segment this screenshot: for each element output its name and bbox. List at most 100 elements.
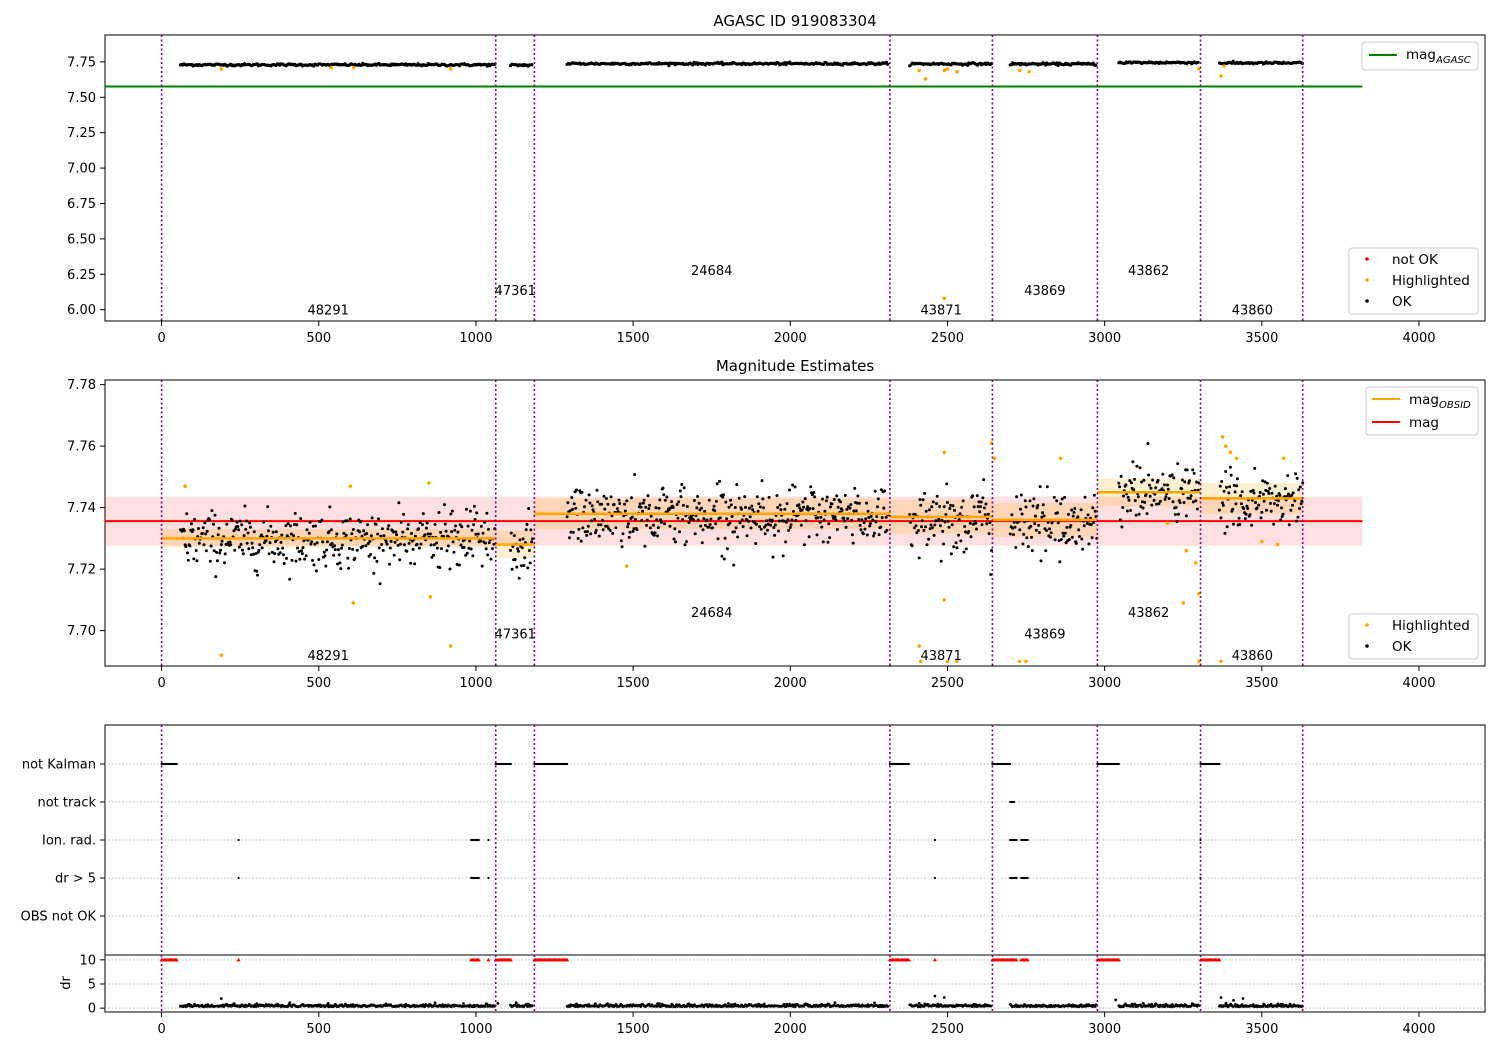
ok-point — [833, 515, 837, 519]
ok-point — [853, 486, 857, 490]
ok-point — [783, 507, 787, 511]
legend-lower[interactable]: not OK Highlighted OK — [1348, 247, 1479, 315]
ok-point — [1125, 509, 1129, 513]
ok-point — [1293, 499, 1297, 503]
magnitude-estimates-panel: Magnitude Estimates 0 500 1000 1500 2000 2500… — [67, 357, 1486, 691]
legend-upper[interactable]: magOBSID mag — [1365, 386, 1479, 436]
legend-upper[interactable]: magAGASC — [1361, 41, 1479, 71]
ok-point — [675, 503, 679, 506]
ok-point — [281, 553, 285, 557]
ok-point — [310, 540, 314, 544]
ok-point — [388, 546, 392, 550]
dr-point — [1150, 1002, 1154, 1006]
ok-point — [1053, 538, 1057, 542]
ok-point — [484, 547, 488, 551]
ok-point — [1268, 486, 1272, 490]
ok-point — [580, 490, 584, 494]
ok-point — [303, 557, 307, 561]
ok-point — [193, 517, 197, 521]
ok-point — [512, 534, 516, 538]
ok-point — [240, 523, 244, 527]
ok-point — [845, 507, 849, 511]
ok-point — [1260, 510, 1264, 514]
ok-point — [384, 540, 388, 544]
dr-point — [1232, 999, 1235, 1002]
ok-point — [313, 542, 317, 546]
x-tick-label: 500 — [306, 676, 331, 691]
ok-point — [568, 536, 571, 540]
ok-point — [709, 517, 713, 521]
ok-point — [581, 526, 585, 530]
ok-point — [877, 533, 881, 537]
dr-point — [483, 1005, 487, 1008]
ok-point — [513, 558, 517, 561]
ok-point — [474, 532, 478, 536]
ok-point — [219, 548, 222, 552]
ok-point — [1135, 464, 1139, 468]
ok-point — [875, 515, 879, 519]
ok-point — [695, 506, 699, 510]
ok-point — [220, 539, 224, 543]
ok-point — [1223, 531, 1227, 535]
ok-point — [1240, 490, 1244, 494]
ok-point — [593, 531, 597, 535]
ok-point — [954, 541, 958, 545]
ok-point — [527, 549, 531, 552]
ok-point — [687, 521, 691, 525]
highlighted-point — [1282, 456, 1286, 461]
ok-point — [333, 544, 336, 548]
ok-point — [775, 494, 779, 498]
ok-point — [197, 527, 200, 530]
ok-point — [432, 543, 436, 547]
ok-point — [1219, 516, 1223, 520]
ok-point — [370, 516, 374, 520]
ok-point — [1156, 478, 1160, 482]
ok-point — [450, 509, 454, 513]
ok-point — [328, 505, 332, 509]
ok-point — [389, 539, 393, 543]
ok-point — [823, 509, 827, 513]
legend-label-not-ok: not OK — [1392, 252, 1439, 268]
ok-point — [439, 547, 443, 551]
ok-point — [729, 503, 733, 507]
ok-point — [1224, 470, 1228, 473]
ok-point — [1147, 473, 1151, 477]
ok-point — [307, 531, 311, 535]
ok-point — [1294, 519, 1298, 523]
ok-point — [1059, 502, 1063, 506]
flags-content — [105, 725, 1485, 955]
ok-point — [625, 499, 629, 503]
ok-point — [971, 522, 975, 526]
ok-point — [909, 520, 912, 524]
highlighted-point — [219, 653, 224, 658]
ok-point — [186, 558, 190, 562]
ok-point — [661, 486, 665, 490]
y-tick-label: 7.25 — [67, 126, 96, 141]
ok-point — [982, 506, 986, 510]
dr-point — [606, 1002, 609, 1006]
ok-point — [1026, 545, 1030, 548]
ok-point — [835, 494, 839, 498]
ok-point — [924, 509, 928, 513]
ok-point — [644, 505, 648, 509]
ok-point — [858, 523, 862, 527]
ok-point — [924, 525, 927, 529]
flag-point — [1026, 876, 1029, 880]
ok-point — [940, 518, 944, 522]
ok-point — [663, 522, 666, 526]
ok-point — [594, 528, 598, 532]
legend-lower[interactable]: Highlighted OK — [1348, 613, 1479, 660]
ok-point — [1222, 489, 1226, 493]
ok-point — [483, 520, 487, 524]
ok-point — [1258, 494, 1261, 498]
ok-point — [632, 527, 636, 531]
ok-point — [377, 546, 381, 550]
x-tick-label: 1000 — [459, 331, 492, 346]
ok-point — [566, 501, 570, 505]
ok-point — [1298, 485, 1302, 489]
ok-point — [524, 528, 528, 532]
ok-point — [274, 540, 277, 544]
ok-point — [210, 509, 214, 513]
highlighted-point — [945, 67, 950, 71]
ok-point — [342, 531, 346, 535]
